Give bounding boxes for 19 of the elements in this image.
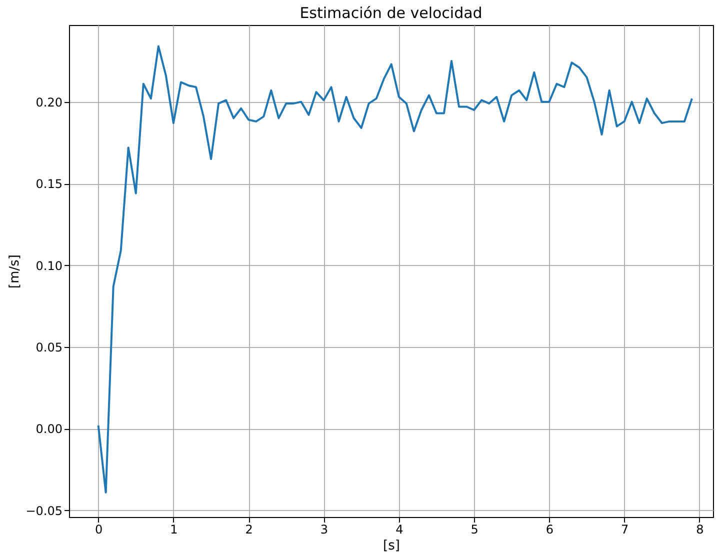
y-tick-label: 0.20 bbox=[36, 95, 62, 110]
y-tick-label: 0.10 bbox=[36, 258, 62, 273]
y-tick-label: −0.05 bbox=[26, 504, 62, 518]
x-tick-label: 1 bbox=[170, 522, 178, 536]
x-tick-label: 3 bbox=[320, 522, 328, 536]
y-tick-label: 0.05 bbox=[36, 340, 62, 355]
y-tick-label: 0.00 bbox=[36, 422, 62, 436]
x-axis-title: [s] bbox=[383, 538, 400, 554]
x-tick-label: 7 bbox=[621, 522, 629, 536]
chart-title: Estimación de velocidad bbox=[300, 4, 482, 22]
x-tick-label: 2 bbox=[245, 522, 253, 536]
x-tick-label: 6 bbox=[546, 522, 554, 536]
line-series bbox=[97, 45, 693, 494]
x-tick-label: 0 bbox=[94, 522, 103, 536]
y-axis-title: [m/s] bbox=[8, 254, 23, 288]
x-tick-label: 4 bbox=[396, 522, 404, 536]
x-tick-label: 5 bbox=[470, 522, 478, 536]
y-tick-label: 0.15 bbox=[36, 177, 62, 192]
x-tick-label: 8 bbox=[696, 522, 704, 536]
